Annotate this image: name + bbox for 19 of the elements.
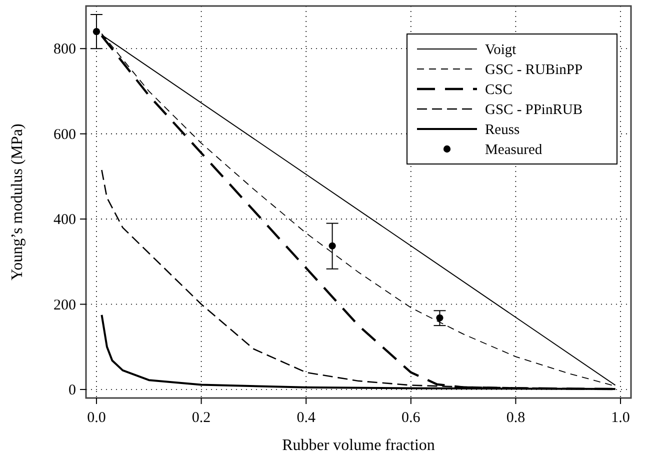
x-tick-label: 0.0	[87, 410, 106, 426]
x-axis-title: Rubber volume fraction	[282, 437, 435, 454]
y-tick-label: 600	[54, 126, 76, 143]
y-axis-title: Young’s modulus (MPa)	[9, 124, 26, 280]
x-tick-label: 0.6	[402, 410, 421, 426]
legend-label: GSC - PPinRUB	[485, 102, 583, 118]
legend-label: CSC	[485, 82, 512, 98]
x-tick-label: 0.2	[192, 410, 211, 426]
y-tick-label: 200	[54, 297, 76, 314]
y-tick-label: 800	[54, 42, 76, 58]
y-tick-label: 400	[54, 212, 76, 228]
legend-label: GSC - RUBinPP	[485, 62, 583, 78]
legend-label: Voigt	[485, 42, 516, 58]
legend-label: Measured	[485, 142, 543, 158]
x-tick-label: 0.4	[296, 410, 316, 426]
legend-label: Reuss	[485, 122, 520, 138]
x-tick-label: 0.8	[506, 410, 526, 426]
y-tick-label: 0	[68, 382, 76, 398]
x-tick-label: 1.0	[611, 410, 630, 426]
